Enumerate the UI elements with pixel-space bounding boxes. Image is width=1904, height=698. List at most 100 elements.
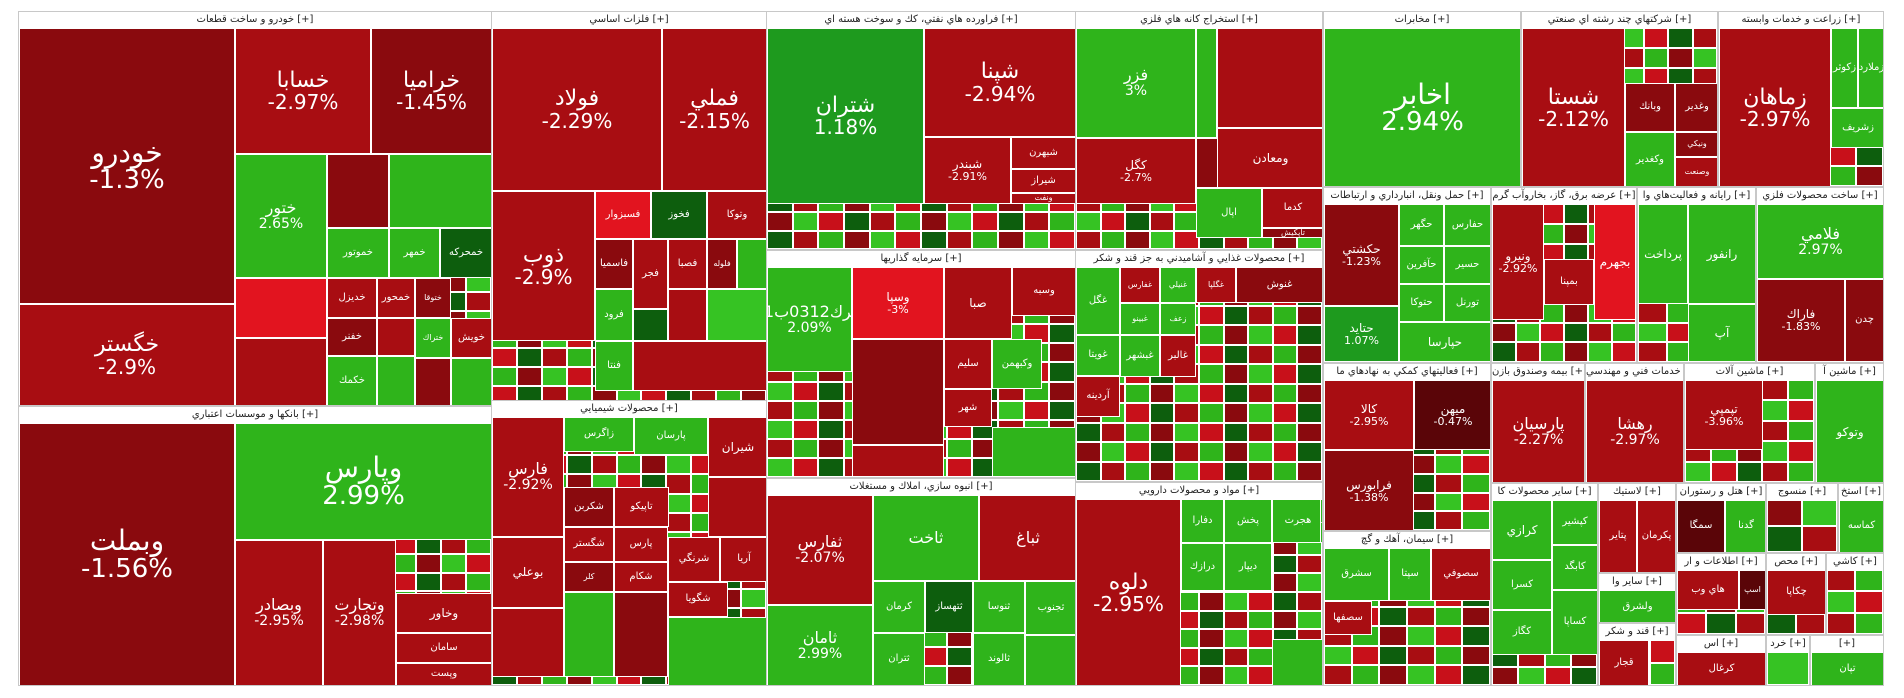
stock-tile[interactable]: حتوكا bbox=[1399, 284, 1444, 322]
minor-ticker-tile[interactable] bbox=[767, 212, 793, 231]
minor-ticker-tile[interactable] bbox=[1199, 344, 1224, 365]
minor-ticker-tile[interactable] bbox=[1272, 325, 1298, 345]
stock-tile[interactable]: غفارس bbox=[1120, 267, 1160, 303]
stock-tile[interactable]: زكوثر bbox=[1831, 28, 1858, 108]
stock-tile[interactable]: وكبهمن bbox=[992, 339, 1042, 389]
minor-ticker-tile[interactable] bbox=[1049, 230, 1075, 249]
minor-ticker-tile[interactable] bbox=[1516, 322, 1540, 343]
stock-tile[interactable]: خودرو -1.3% bbox=[19, 28, 235, 304]
minor-ticker-tile[interactable] bbox=[441, 572, 467, 592]
stock-tile[interactable]: وبانك bbox=[1625, 83, 1675, 132]
minor-ticker-tile[interactable] bbox=[1762, 420, 1789, 442]
minor-ticker-tile[interactable] bbox=[1125, 461, 1150, 481]
stock-tile[interactable]: شپنا -2.94% bbox=[924, 28, 1075, 137]
minor-ticker-tile[interactable] bbox=[1788, 461, 1814, 482]
minor-ticker-tile[interactable] bbox=[1248, 305, 1273, 326]
stock-tile[interactable]: فاسميا bbox=[595, 239, 633, 289]
minor-ticker-tile[interactable] bbox=[1196, 28, 1217, 138]
minor-ticker-tile[interactable] bbox=[1692, 47, 1717, 68]
stock-tile[interactable]: خويش bbox=[451, 318, 491, 358]
minor-ticker-tile[interactable] bbox=[818, 438, 844, 458]
minor-ticker-tile[interactable] bbox=[666, 512, 692, 532]
minor-ticker-tile[interactable] bbox=[767, 438, 793, 458]
stock-tile[interactable]: فاراك -1.83% bbox=[1757, 279, 1845, 362]
minor-ticker-tile[interactable] bbox=[1272, 403, 1298, 423]
minor-ticker-tile[interactable] bbox=[1518, 666, 1545, 685]
minor-ticker-tile[interactable] bbox=[741, 589, 766, 609]
stock-tile[interactable]: كسرا bbox=[1492, 560, 1552, 610]
stock-tile[interactable]: ثجنوب bbox=[1025, 581, 1075, 635]
minor-ticker-tile[interactable] bbox=[1462, 492, 1490, 512]
stock-tile[interactable]: وسبه bbox=[1012, 267, 1075, 316]
minor-ticker-tile[interactable] bbox=[869, 212, 896, 231]
minor-ticker-tile[interactable] bbox=[792, 400, 819, 420]
sector-title[interactable]: ماشين آلات [+] bbox=[1685, 364, 1814, 380]
minor-ticker-tile[interactable] bbox=[1827, 612, 1855, 634]
minor-ticker-tile[interactable] bbox=[566, 455, 592, 475]
minor-ticker-tile[interactable] bbox=[1828, 166, 1856, 186]
minor-ticker-tile[interactable] bbox=[1462, 626, 1490, 646]
minor-ticker-tile[interactable] bbox=[1199, 461, 1224, 481]
minor-ticker-tile[interactable] bbox=[1540, 342, 1564, 362]
stock-tile[interactable]: فلامي 2.97% bbox=[1757, 204, 1883, 279]
stock-tile[interactable]: ديپار bbox=[1224, 543, 1272, 591]
minor-ticker-tile[interactable] bbox=[1076, 230, 1101, 249]
minor-ticker-tile[interactable] bbox=[818, 400, 844, 420]
stock-tile[interactable]: شهر bbox=[944, 389, 992, 427]
minor-ticker-tile[interactable] bbox=[1248, 610, 1273, 630]
sector-title[interactable]: مواد و محصولات دارويي [+] bbox=[1076, 483, 1322, 499]
stock-tile[interactable]: كدما bbox=[1262, 188, 1322, 228]
stock-tile[interactable]: فملي -2.15% bbox=[662, 28, 766, 191]
minor-ticker-tile[interactable] bbox=[1297, 325, 1322, 345]
minor-ticker-tile[interactable] bbox=[1199, 325, 1224, 345]
stock-tile[interactable]: سمگا bbox=[1677, 500, 1725, 552]
stock-tile[interactable]: وخاور bbox=[396, 593, 491, 633]
minor-ticker-tile[interactable] bbox=[921, 230, 947, 249]
minor-ticker-tile[interactable] bbox=[1149, 212, 1175, 231]
minor-ticker-tile[interactable] bbox=[1223, 666, 1249, 685]
minor-ticker-tile[interactable] bbox=[1223, 383, 1249, 404]
minor-ticker-tile[interactable] bbox=[1540, 322, 1564, 343]
sector-title[interactable]: خودرو و ساخت قطعات [+] bbox=[19, 12, 491, 28]
minor-ticker-tile[interactable] bbox=[1612, 342, 1636, 362]
minor-ticker-tile[interactable] bbox=[767, 419, 793, 439]
sector-title[interactable]: ساخت محصولات فلزي [+] bbox=[1757, 188, 1883, 204]
stock-tile[interactable]: كپشير bbox=[1552, 500, 1597, 545]
minor-ticker-tile[interactable] bbox=[1149, 422, 1175, 443]
stock-tile[interactable]: درازك bbox=[1181, 543, 1224, 591]
sector-title[interactable]: شركتهاي چند رشته اي صنعتي [+] bbox=[1522, 12, 1717, 28]
minor-ticker-tile[interactable] bbox=[844, 212, 870, 231]
stock-tile[interactable]: كالا -2.95% bbox=[1324, 380, 1414, 450]
stock-tile[interactable]: بمپنا bbox=[1544, 259, 1594, 305]
minor-ticker-tile[interactable] bbox=[666, 455, 692, 475]
minor-ticker-tile[interactable] bbox=[792, 381, 819, 401]
minor-ticker-tile[interactable] bbox=[1297, 592, 1322, 611]
stock-tile[interactable]: حسير bbox=[1444, 246, 1490, 284]
stock-tile[interactable]: فولاد -2.29% bbox=[492, 28, 662, 191]
stock-tile[interactable]: شگستر bbox=[564, 527, 614, 562]
minor-ticker-tile[interactable] bbox=[1767, 612, 1796, 634]
minor-ticker-tile[interactable] bbox=[1049, 362, 1075, 382]
minor-ticker-tile[interactable] bbox=[946, 438, 973, 458]
stock-tile[interactable]: كساپا bbox=[1552, 590, 1597, 655]
minor-ticker-tile[interactable] bbox=[1272, 573, 1298, 592]
stock-tile[interactable]: پكرمان bbox=[1637, 500, 1675, 572]
stock-tile[interactable]: حآفرين bbox=[1399, 246, 1444, 284]
minor-ticker-tile[interactable] bbox=[389, 154, 491, 228]
minor-ticker-tile[interactable] bbox=[1149, 230, 1175, 249]
minor-ticker-tile[interactable] bbox=[767, 457, 793, 477]
sector-title[interactable]: هتل و رستوران [+] bbox=[1677, 484, 1765, 500]
minor-ticker-tile[interactable] bbox=[666, 493, 692, 513]
stock-tile[interactable]: چكاپا bbox=[1767, 570, 1825, 615]
minor-ticker-tile[interactable] bbox=[1248, 629, 1273, 648]
minor-ticker-tile[interactable] bbox=[1462, 645, 1490, 666]
minor-ticker-tile[interactable] bbox=[1855, 612, 1883, 634]
minor-ticker-tile[interactable] bbox=[564, 592, 614, 677]
stock-tile[interactable]: شيراز bbox=[1011, 169, 1075, 193]
stock-tile[interactable]: ثباغ bbox=[979, 495, 1075, 581]
minor-ticker-tile[interactable] bbox=[1643, 47, 1669, 68]
minor-ticker-tile[interactable] bbox=[707, 289, 766, 341]
minor-ticker-tile[interactable] bbox=[1125, 212, 1150, 231]
stock-tile[interactable]: كلر bbox=[564, 562, 614, 592]
minor-ticker-tile[interactable] bbox=[1023, 230, 1050, 249]
